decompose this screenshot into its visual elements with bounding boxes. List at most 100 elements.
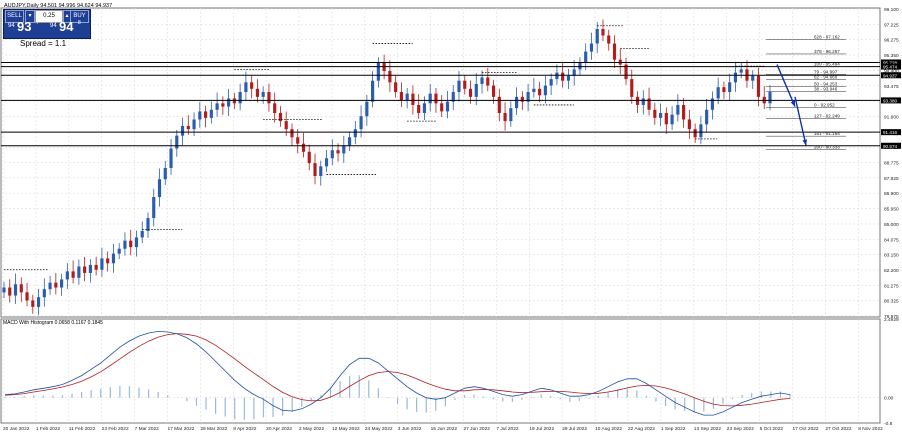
- candle-body: [301, 143, 306, 152]
- candle-body: [215, 103, 219, 110]
- price-tick-label: 91.600: [884, 114, 899, 120]
- candle-body: [682, 104, 686, 120]
- lot-size-input[interactable]: 0.25: [35, 10, 63, 23]
- candle-body: [641, 98, 645, 105]
- candle-body: [13, 284, 18, 296]
- buy-button[interactable]: BUY: [70, 10, 89, 23]
- candle-body: [388, 71, 392, 83]
- candle-body: [244, 82, 248, 93]
- candle-body: [647, 98, 651, 110]
- x-tick-label: 20 Jan 2022: [3, 426, 30, 432]
- candle-body: [566, 75, 571, 81]
- candle-body: [768, 92, 772, 104]
- sell-button[interactable]: SELL: [5, 10, 24, 23]
- price-tick-label: 81.275: [884, 283, 899, 289]
- price-tick-label: 94.400: [884, 68, 899, 74]
- x-tick-label: 24 May 2022: [365, 426, 393, 432]
- candle-body: [180, 125, 185, 136]
- candle-body: [526, 92, 530, 102]
- candle-body: [169, 148, 173, 168]
- projection-arrow: [794, 96, 807, 146]
- price-tag-bg: [881, 59, 901, 66]
- candle-body: [324, 158, 329, 167]
- candle-body: [146, 218, 150, 231]
- candle-body: [555, 72, 559, 80]
- candle-body: [756, 75, 761, 97]
- price-tick-label: 87.825: [884, 176, 899, 182]
- candle-body: [54, 282, 58, 288]
- candle-body: [705, 109, 709, 125]
- candle-body: [411, 93, 415, 105]
- candle-body: [71, 271, 75, 278]
- candle-body: [359, 116, 363, 130]
- candle-body: [140, 230, 144, 238]
- candle-body: [457, 80, 461, 93]
- x-tick-label: 1 Feb 2022: [36, 426, 61, 432]
- fibo-level-label: 161 - 91.164: [814, 131, 840, 136]
- price-tick-label: 85.000: [884, 222, 899, 228]
- x-tick-label: 29 Mar 2022: [200, 426, 227, 432]
- x-tick-label: 11 Feb 2022: [69, 426, 96, 432]
- candle-body: [405, 93, 409, 101]
- symbol-header: AUDJPY,Daily 94.501 94.996 94.624 94.937: [4, 3, 112, 9]
- candle-body: [653, 109, 657, 118]
- macd-tick-label: -0.8: [884, 421, 893, 427]
- candle-body: [601, 29, 605, 36]
- candle-body: [710, 98, 714, 110]
- price-tag-label: 93.380: [883, 98, 897, 103]
- candle-body: [463, 80, 467, 89]
- candle-body: [399, 92, 403, 101]
- macd-tick-label: 0.00: [884, 396, 894, 402]
- x-tick-label: 1 Sep 2022: [661, 426, 686, 432]
- candle-body: [607, 35, 611, 44]
- price-tick-label: 99.100: [884, 7, 899, 13]
- candle-body: [336, 150, 340, 154]
- fibo-level-label: 50 - 94.253: [814, 81, 838, 86]
- projection-arrowhead: [790, 100, 795, 107]
- x-tick-label: 23 Sep 2022: [727, 426, 755, 432]
- x-tick-label: 17 Mar 2022: [167, 426, 194, 432]
- fibo-level-label: 378 - 96.257: [814, 49, 840, 54]
- candle-body: [31, 300, 35, 307]
- candle-body: [77, 266, 81, 278]
- price-tag-bg: [881, 97, 901, 104]
- candle-body: [221, 103, 225, 107]
- price-tick-label: 93.475: [884, 84, 899, 90]
- candle-body: [722, 87, 726, 93]
- ask-price-sup: 8: [78, 20, 81, 26]
- candle-body: [94, 264, 98, 270]
- candle-body: [284, 121, 288, 130]
- candle-body: [491, 85, 496, 97]
- macd-indicator-label: MACD With Histogram 0.0658 0.1167 0.1845: [3, 320, 103, 326]
- candle-body: [468, 88, 473, 97]
- candle-body: [83, 266, 87, 273]
- x-tick-label: 7 Mar 2022: [135, 426, 160, 432]
- candle-body: [693, 129, 697, 138]
- projection-arrow: [776, 64, 796, 107]
- fibo-level-label: 0 - 92.952: [814, 102, 835, 107]
- x-tick-label: 7 Jul 2022: [496, 426, 518, 432]
- lot-decrease-button[interactable]: ▾: [25, 10, 35, 23]
- ask-price-big[interactable]: 94: [59, 19, 74, 34]
- candle-body: [313, 163, 317, 177]
- candle-body: [532, 88, 536, 93]
- candle-body: [543, 85, 547, 96]
- candle-body: [584, 51, 588, 63]
- price-tag-bg: [881, 142, 901, 149]
- price-tick-label: 86.900: [884, 191, 899, 197]
- macd-signal-line: [4, 333, 791, 407]
- price-tick-label: 82.200: [884, 268, 899, 274]
- x-tick-label: 12 May 2022: [332, 426, 360, 432]
- candle-body: [716, 87, 720, 99]
- candle-body: [330, 150, 334, 159]
- candle-body: [163, 167, 167, 180]
- candle-body: [255, 88, 259, 97]
- candle-body: [520, 96, 524, 102]
- bid-price-big[interactable]: 93: [17, 19, 32, 34]
- candle-body: [111, 253, 116, 264]
- fibo-level-label: 628 - 97.162: [814, 34, 840, 39]
- candle-body: [203, 111, 208, 118]
- candle-body: [273, 103, 277, 114]
- candle-body: [394, 82, 398, 93]
